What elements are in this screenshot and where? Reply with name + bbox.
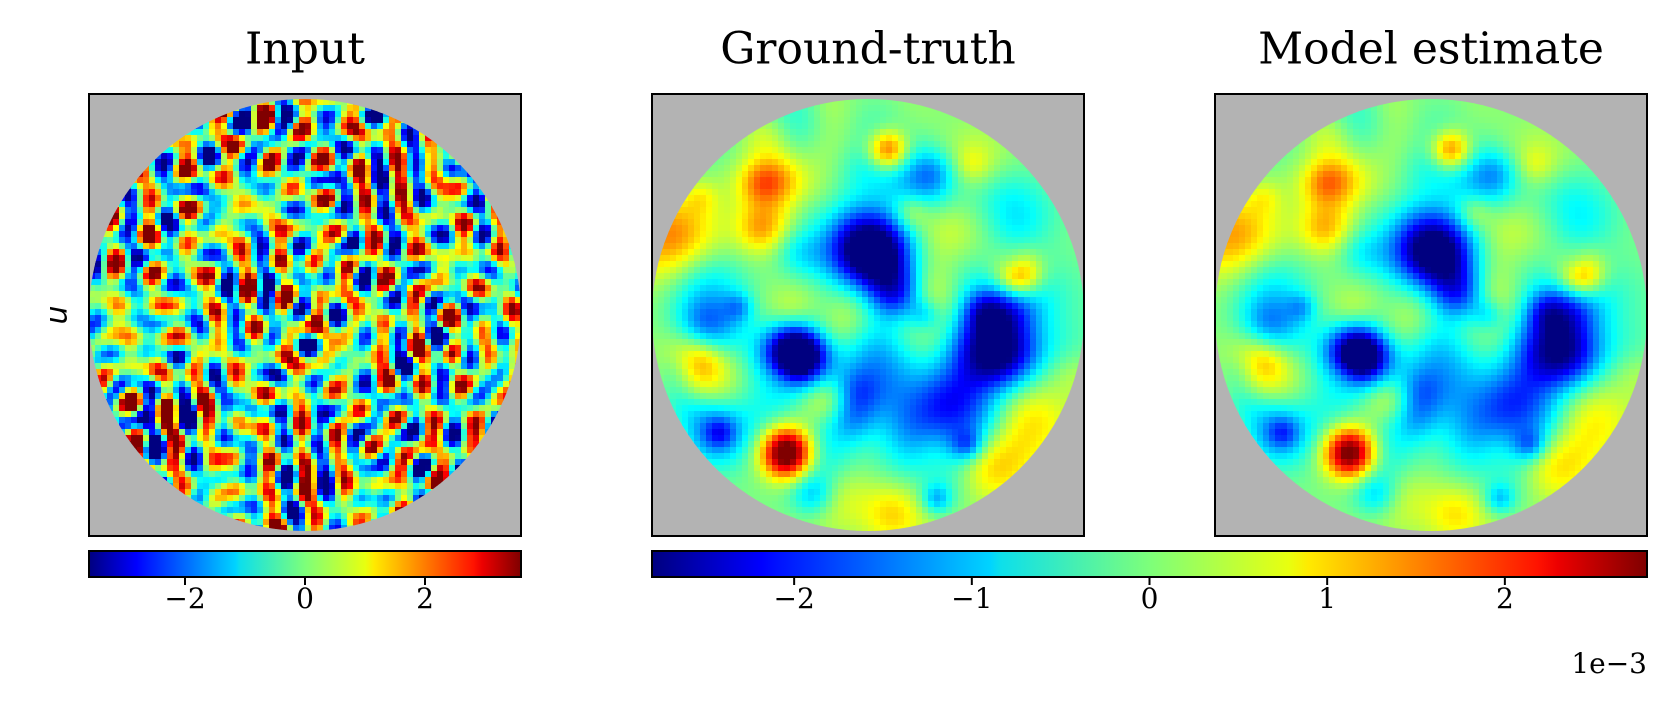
colorbar-offset-text: 1e−3 (1571, 647, 1647, 680)
field-heatmap-ground-truth (652, 99, 1084, 531)
axes-frame (88, 93, 522, 537)
colorbar-gradient (88, 550, 522, 578)
colorbar-shared: −2 −1 0 1 2 1e−3 (651, 550, 1648, 680)
panel-ground-truth: Ground-truth (651, 24, 1085, 537)
axes-frame (1214, 93, 1648, 537)
colorbar-tick-label: 0 (1141, 582, 1159, 615)
field-heatmap-input (89, 99, 521, 531)
panel-title: Input (245, 24, 365, 75)
colorbar-tick-label: −1 (951, 582, 992, 615)
axes-frame (651, 93, 1085, 537)
colorbar-tick-label: 2 (1496, 582, 1514, 615)
colorbar-tick-label: −2 (164, 582, 205, 615)
colorbar-input: −2 0 2 (88, 550, 522, 615)
field-heatmap-model-estimate (1215, 99, 1647, 531)
colorbar-tick-label: −2 (774, 582, 815, 615)
panel-title: Ground-truth (720, 24, 1015, 75)
colorbar-gradient (651, 550, 1648, 578)
colorbar-tick-label: 2 (416, 582, 434, 615)
panel-title: Model estimate (1258, 24, 1604, 75)
panel-model-estimate: Model estimate (1214, 24, 1648, 537)
panel-input: Input (88, 24, 522, 537)
row-label: u (40, 305, 75, 324)
colorbar-tick-label: 1 (1318, 582, 1336, 615)
colorbar-tick-label: 0 (296, 582, 314, 615)
